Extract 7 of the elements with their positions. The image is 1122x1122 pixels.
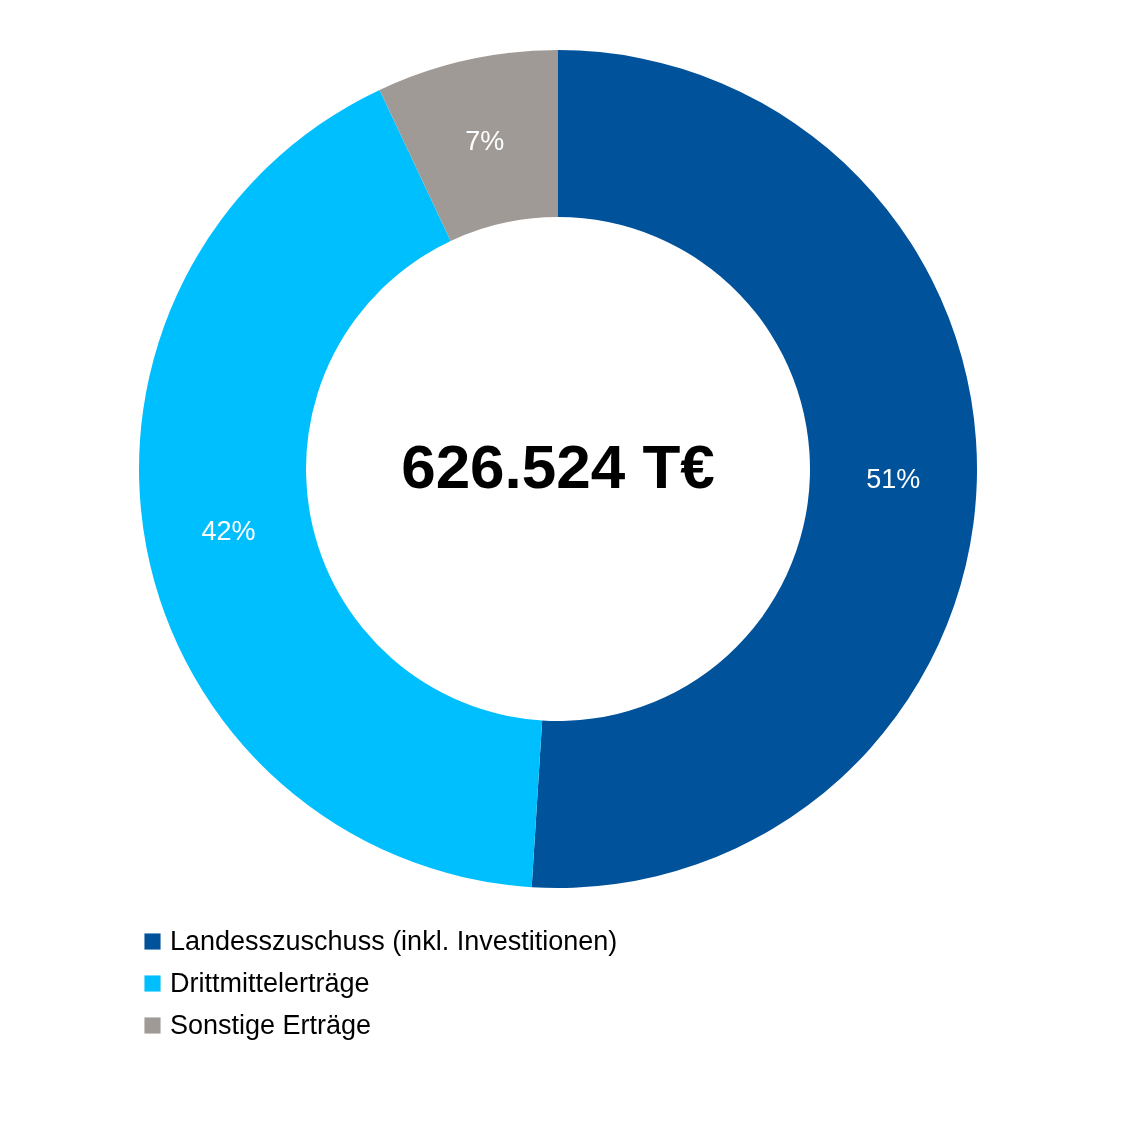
text: 626.524 T€: [401, 432, 715, 501]
data-label: 7%: [465, 125, 505, 156]
legend-label: Drittmittelerträge: [170, 967, 370, 998]
data-label: 51%: [866, 463, 921, 494]
legend-label: Sonstige Erträge: [170, 1009, 372, 1040]
data-label: 42%: [201, 515, 256, 546]
legend-label: Landesszuschuss (inkl. Investitionen): [170, 925, 618, 956]
